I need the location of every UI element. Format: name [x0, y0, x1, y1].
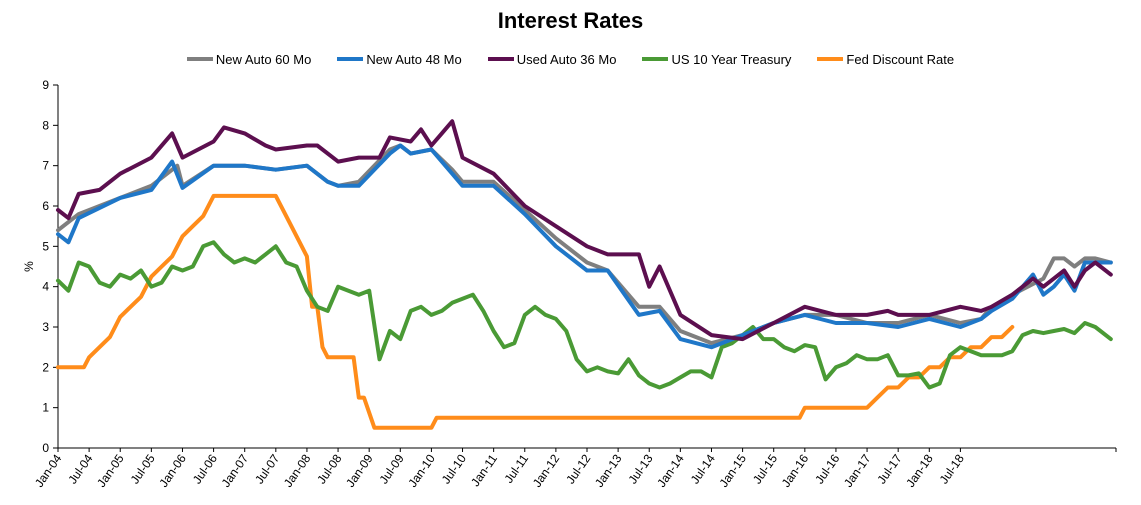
- legend-item: US 10 Year Treasury: [642, 50, 791, 68]
- y-tick-label: 4: [42, 280, 49, 294]
- chart-title: Interest Rates: [497, 8, 644, 33]
- x-tick-label: Jul-07: [252, 451, 282, 486]
- y-tick-label: 1: [42, 401, 49, 415]
- x-tick-label: Jul-17: [874, 451, 904, 486]
- legend-swatch: [642, 57, 669, 61]
- legend-label: New Auto 48 Mo: [366, 51, 462, 67]
- x-tick-label: Jan-17: [841, 451, 874, 489]
- x-tick-label: Jan-15: [717, 451, 750, 489]
- x-tick-label: Jul-15: [750, 451, 780, 486]
- x-tick-label: Jan-10: [405, 451, 438, 489]
- legend-swatch: [186, 57, 213, 61]
- x-tick-label: Jan-04: [32, 451, 65, 489]
- legend-label: Fed Discount Rate: [846, 51, 955, 67]
- x-tick-label: Jul-13: [625, 451, 655, 486]
- x-tick-label: Jul-12: [563, 451, 593, 486]
- x-tick-label: Jan-14: [654, 451, 687, 489]
- x-tick-label: Jul-18: [937, 451, 967, 486]
- x-tick-label: Jan-11: [468, 451, 500, 489]
- series-line-us-10-year-treasury: [56, 240, 1113, 390]
- x-tick-label: Jul-14: [688, 451, 718, 486]
- y-axis-title: %: [22, 261, 36, 272]
- y-tick-label: 2: [42, 360, 49, 374]
- x-tick-label: Jul-11: [502, 451, 532, 485]
- x-tick-label: Jul-06: [190, 451, 220, 486]
- x-tick-label: Jan-13: [592, 451, 625, 489]
- series-line-used-auto-36-mo: [56, 119, 1113, 342]
- legend-label: New Auto 60 Mo: [215, 51, 312, 67]
- series-line-new-auto-48-mo: [56, 143, 1113, 350]
- legend: New Auto 60 Mo New Auto 48 Mo Used Auto 36…: [0, 50, 1141, 68]
- legend-item: Fed Discount Rate: [817, 50, 954, 68]
- series-line-fed-discount-rate: [56, 193, 1015, 430]
- x-tick-label: Jan-07: [219, 451, 252, 489]
- x-tick-label: Jul-04: [65, 451, 95, 486]
- y-tick-label: 7: [42, 159, 49, 173]
- x-tick-label: Jan-08: [281, 451, 314, 489]
- y-tick-label: 0: [42, 441, 49, 455]
- x-tick-label: Jan-16: [779, 451, 812, 489]
- x-tick-label: Jan-12: [530, 451, 563, 489]
- legend-item: Used Auto 36 Mo: [487, 50, 617, 68]
- legend-label: US 10 Year Treasury: [671, 51, 792, 67]
- x-tick-label: Jul-16: [812, 451, 842, 486]
- x-tick-label: Jul-05: [128, 451, 158, 486]
- x-tick-label: Jan-05: [94, 451, 127, 489]
- legend-label: Used Auto 36 Mo: [516, 51, 617, 67]
- y-tick-label: 5: [42, 239, 49, 253]
- x-tick-label: Jan-18: [903, 451, 936, 489]
- x-tick-label: Jan-09: [343, 451, 376, 489]
- x-tick-label: Jul-10: [439, 451, 469, 486]
- legend-item: New Auto 60 Mo: [186, 50, 312, 68]
- y-tick-label: 8: [42, 118, 49, 132]
- x-tick-label: Jul-08: [314, 451, 344, 486]
- y-tick-label: 3: [42, 320, 49, 334]
- legend-swatch: [337, 57, 364, 61]
- y-tick-label: 9: [42, 78, 49, 92]
- legend-swatch: [817, 57, 844, 61]
- x-tick-label: Jul-09: [377, 451, 407, 486]
- legend-swatch: [487, 57, 514, 61]
- legend-item: New Auto 48 Mo: [337, 50, 462, 68]
- y-tick-label: 6: [42, 199, 49, 213]
- x-tick-label: Jan-06: [156, 451, 189, 489]
